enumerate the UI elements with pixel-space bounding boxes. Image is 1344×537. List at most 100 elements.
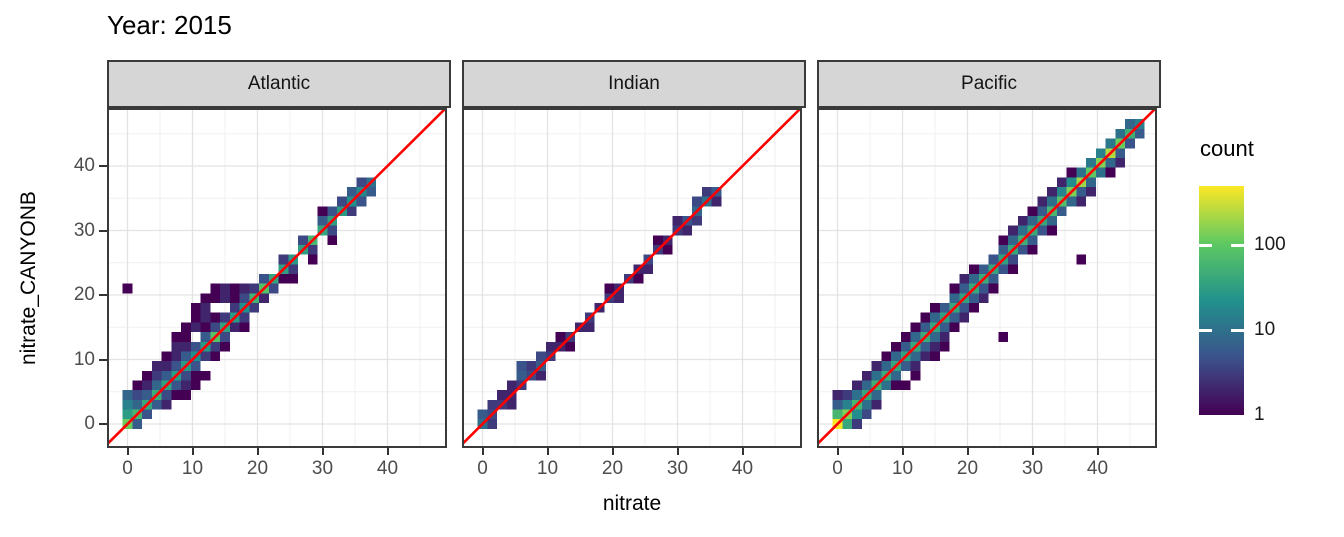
bin2d-cell (259, 293, 269, 304)
x-tick-label: 20 (601, 458, 624, 479)
bin2d-cell (356, 177, 367, 187)
bin2d-cell (1037, 225, 1048, 236)
bin2d-cell (988, 254, 999, 265)
bin2d-cell (939, 332, 950, 342)
bin2d-cell (132, 419, 143, 429)
x-tick-mark (1031, 448, 1034, 455)
bin2d-cell (1008, 254, 1018, 265)
bin2d-cell (1076, 196, 1087, 207)
bin2d-cell (1008, 225, 1018, 236)
panel-atlantic (107, 108, 447, 448)
bin2d-cell (298, 235, 308, 246)
bin2d-cell (327, 235, 338, 246)
bin2d-cell (161, 351, 172, 362)
bin2d-cell (122, 390, 133, 400)
bin2d-cell (604, 283, 615, 294)
bin2d-cell (181, 380, 191, 391)
bin2d-cell (998, 264, 1009, 275)
bin2d-cell (142, 390, 152, 400)
bin2d-cell (1115, 128, 1126, 139)
y-tick-mark (99, 358, 107, 361)
bin2d-cell (959, 274, 970, 284)
bin2d-cell (151, 399, 162, 410)
bin2d-cell (910, 361, 921, 371)
bin2d-cell (122, 283, 133, 294)
x-tick-mark (191, 448, 194, 455)
bin2d-cell (969, 293, 979, 304)
bin2d-cell (852, 390, 862, 400)
bin2d-cell (190, 380, 201, 391)
bin2d-cell (852, 419, 862, 429)
bin2d-cell (288, 274, 299, 284)
bin2d-cell (949, 283, 960, 294)
bin2d-cell (861, 370, 872, 381)
bin2d-cell (949, 312, 960, 323)
bin2d-cell (1047, 186, 1057, 197)
bin2d-cell (317, 206, 328, 216)
bin2d-cell (181, 341, 191, 352)
legend-tick-label: 100 (1254, 234, 1286, 256)
bin2d-cell (229, 283, 240, 294)
bin2d-cell (1086, 157, 1096, 168)
bin2d-cell (614, 293, 624, 304)
y-tick-mark (99, 294, 107, 296)
bin2d-cell (1027, 245, 1038, 255)
bin2d-cell (200, 351, 211, 362)
bin2d-cell (930, 312, 940, 323)
x-tick-label: 20 (246, 458, 269, 479)
bin2d-cell (861, 409, 872, 420)
bin2d-cell (711, 196, 722, 207)
bin2d-cell (278, 254, 289, 265)
legend-tick-label: 1 (1254, 404, 1265, 425)
bin2d-cell (171, 380, 182, 391)
bin2d-cell (871, 361, 882, 371)
panel-indian (462, 108, 802, 448)
bin2d-cell (653, 235, 663, 246)
x-tick-label: 40 (731, 458, 754, 479)
bin2d-cell (210, 322, 221, 333)
bin2d-cell (949, 322, 960, 333)
legend-colorbar (1199, 186, 1244, 415)
bin2d-cell (998, 332, 1009, 342)
bin2d-cell (832, 390, 843, 400)
x-tick-mark (836, 448, 839, 455)
bin2d-cell (891, 351, 901, 362)
bin2d-cell (229, 303, 240, 313)
bin2d-cell (969, 264, 979, 275)
bin2d-cell (171, 341, 182, 352)
x-tick-mark (546, 448, 549, 455)
bin2d-cell (200, 332, 211, 342)
bin2d-cell (692, 215, 702, 226)
bin2d-cell (259, 274, 269, 284)
bin2d-cell (930, 351, 940, 362)
bin2d-cell (366, 186, 377, 197)
bin2d-cell (229, 322, 240, 333)
bin2d-cell (1115, 148, 1126, 158)
bin2d-cell (190, 303, 201, 313)
bin2d-cell (1095, 167, 1106, 178)
x-tick-mark (386, 448, 389, 455)
bin2d-cell (701, 186, 712, 197)
bin2d-cell (161, 361, 172, 371)
bin2d-cell (920, 312, 931, 323)
bin2d-cell (210, 293, 221, 304)
bin2d-cell (1047, 196, 1057, 207)
x-tick-label: 0 (832, 458, 843, 479)
bin2d-cell (1027, 206, 1038, 216)
bin2d-cell (900, 380, 911, 391)
bin2d-cell (516, 370, 527, 381)
panel-plot-pacific (819, 110, 1155, 446)
x-tick-mark (1096, 448, 1099, 455)
bin2d-cell (190, 322, 201, 333)
bin2d-cell (181, 370, 191, 381)
bin2d-cell (1105, 167, 1116, 178)
bin2d-cell (171, 361, 182, 371)
bin2d-cell (910, 351, 921, 362)
bin2d-cell (220, 332, 230, 342)
bin2d-cell (1086, 177, 1096, 187)
bin2d-cell (200, 370, 211, 381)
bin2d-cell (891, 380, 901, 391)
bin2d-cell (643, 264, 654, 275)
bin2d-cell (900, 341, 911, 352)
bin2d-cell (910, 322, 921, 333)
